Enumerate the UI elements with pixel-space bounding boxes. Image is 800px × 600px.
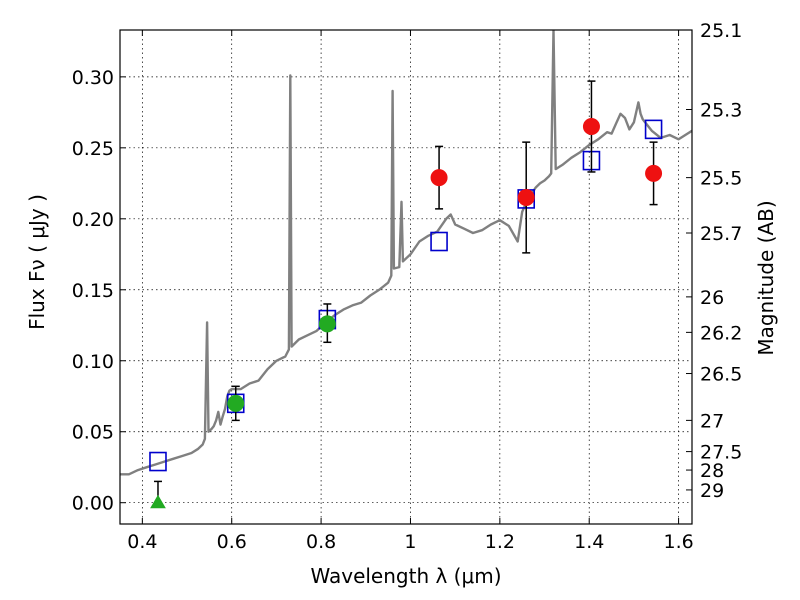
observed-point (582, 118, 600, 136)
x-tick-label: 0.4 (127, 531, 157, 553)
right-tick-label: 25.5 (700, 168, 742, 190)
y-tick-label: 0.05 (72, 422, 114, 444)
axis-ticks: 0.4 0.6 0.8 1 1.2 1.4 1.6 0.00 0.05 0.10 0.15 0.20 0… (72, 20, 743, 553)
x-tick-label: 1.6 (663, 531, 693, 553)
right-tick-label: 28 (700, 460, 724, 482)
model-sed-line (120, 30, 692, 476)
y-tick-label: 0.10 (72, 351, 114, 373)
y-axis-label: Flux Fν ( μJy ) (25, 194, 49, 330)
y-tick-label: 0.30 (72, 67, 114, 89)
observed-point (318, 315, 336, 333)
x-axis-label: Wavelength λ (μm) (310, 564, 501, 588)
model-photometry-square (430, 231, 448, 252)
grid (120, 30, 692, 524)
observed-point (430, 169, 448, 187)
observed-point (517, 189, 535, 207)
x-tick-label: 1 (404, 531, 416, 553)
observed-point (645, 164, 663, 182)
x-tick-label: 1.4 (574, 531, 604, 553)
right-tick-label: 25.3 (700, 99, 742, 121)
y-tick-label: 0.00 (72, 493, 114, 515)
right-tick-label: 27 (700, 410, 724, 432)
x-tick-label: 0.6 (217, 531, 247, 553)
plot-area (120, 30, 692, 509)
right-tick-label: 25.1 (700, 20, 742, 42)
model-photometry-square (149, 451, 167, 472)
model-photometry-square (644, 119, 663, 140)
plot-frame (119, 29, 693, 525)
y-tick-label: 0.25 (72, 138, 114, 160)
right-tick-label: 26.2 (700, 322, 742, 344)
x-tick-label: 1.2 (485, 531, 515, 553)
right-tick-label: 27.5 (700, 442, 742, 464)
y-tick-label: 0.20 (72, 209, 114, 231)
right-tick-label: 26 (700, 287, 724, 309)
y-tick-label: 0.15 (72, 280, 114, 302)
y-axis-right-label: Magnitude (AB) (754, 200, 778, 355)
right-tick-label: 29 (700, 480, 724, 502)
x-tick-label: 0.8 (306, 531, 336, 553)
right-tick-label: 25.7 (700, 223, 742, 245)
observed-point (227, 394, 245, 412)
upper-limit-triangle (150, 494, 166, 509)
right-tick-label: 26.5 (700, 364, 742, 386)
